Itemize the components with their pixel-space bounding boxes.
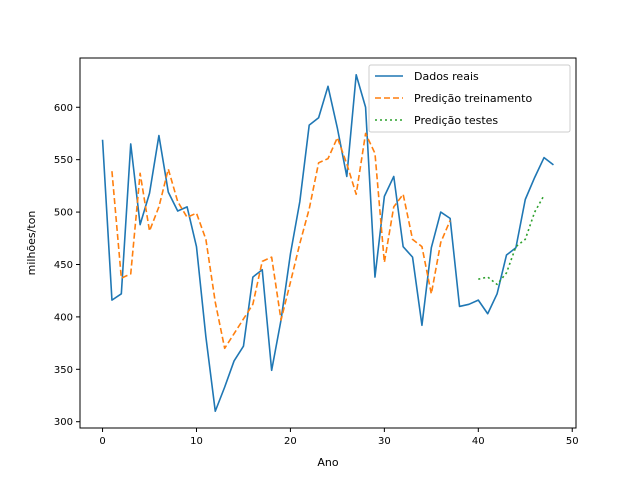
x-tick-label: 20 <box>284 436 297 447</box>
y-tick-label: 600 <box>54 103 73 114</box>
legend-label-1: Predição treinamento <box>414 92 532 105</box>
x-tick-label: 50 <box>566 436 579 447</box>
legend-label-2: Predição testes <box>414 114 498 127</box>
series-line-1 <box>111 132 451 350</box>
series-line-0 <box>101 73 554 413</box>
y-axis-label: milhões/ton <box>25 211 38 276</box>
plot-frame <box>79 57 577 429</box>
x-tick-label: 40 <box>472 436 485 447</box>
y-tick-label: 500 <box>54 208 73 219</box>
legend-box <box>368 64 571 133</box>
y-tick-label: 400 <box>54 312 73 323</box>
series-line-2 <box>478 194 545 286</box>
plot-lines <box>101 73 554 413</box>
y-tick-label: 550 <box>54 155 73 166</box>
y-tick-label: 300 <box>54 417 73 428</box>
y-tick-label: 350 <box>54 365 73 376</box>
legend-label-0: Dados reais <box>414 70 479 83</box>
x-tick-label: 30 <box>378 436 391 447</box>
x-tick-label: 10 <box>190 436 203 447</box>
x-axis-label: Ano <box>317 456 338 469</box>
x-tick-label: 0 <box>99 436 105 447</box>
x-axis-ticks: 0 10 20 30 40 50 <box>99 428 579 447</box>
legend: Dados reais Predição treinamento Predição … <box>368 64 571 133</box>
y-tick-label: 450 <box>54 260 73 271</box>
y-axis-ticks: 300 350 400 450 500 550 600 <box>54 103 80 428</box>
